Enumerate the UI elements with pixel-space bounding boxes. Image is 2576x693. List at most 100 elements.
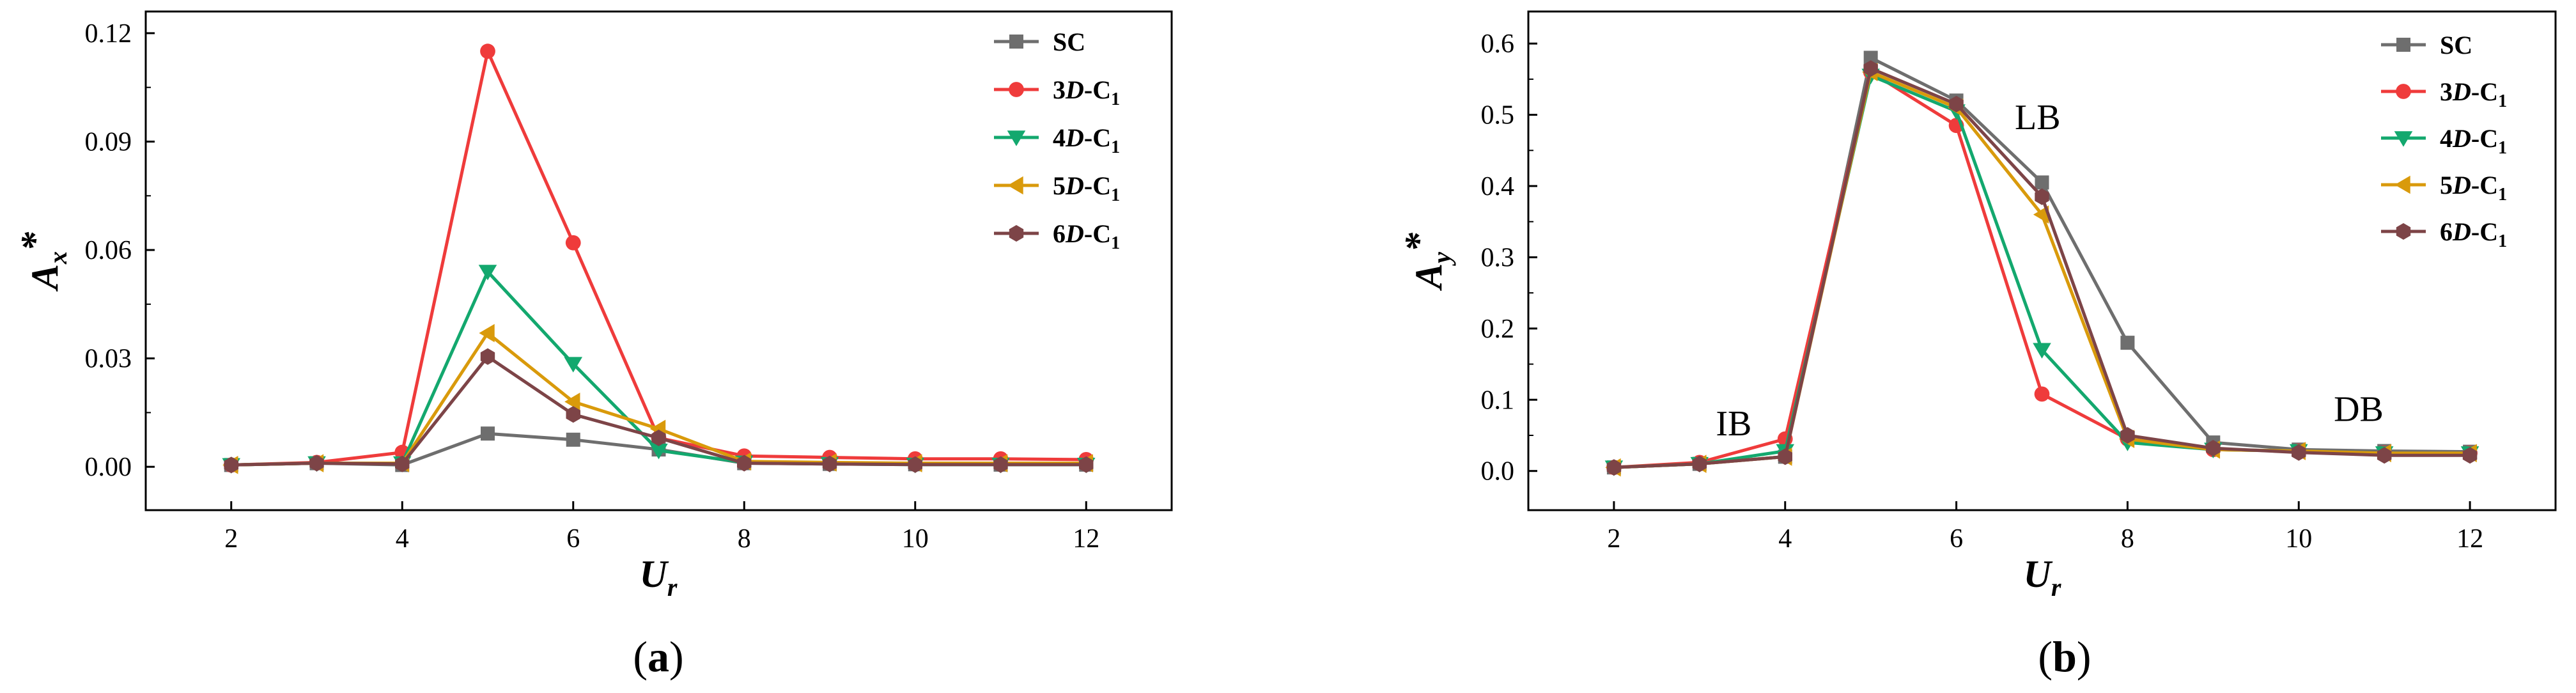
- series-3d-c1: [223, 43, 1094, 473]
- chart-panel-b: 2 4 6 8 10 12 0.0 0.1 0.2 0.3 0.4 0.5 0.6 Ur Ay* IB LB DB…: [1397, 10, 2557, 681]
- legend-marker: [1009, 82, 1024, 97]
- legend-label: 5D-C1: [2440, 171, 2507, 205]
- x-axis-label-sub: r: [2051, 573, 2061, 602]
- data-point: [564, 357, 583, 373]
- data-point: [481, 426, 495, 441]
- data-point: [1606, 459, 1622, 476]
- legend-marker: [1007, 130, 1026, 146]
- data-point: [651, 430, 666, 446]
- legend-label-suffix: -C: [1084, 219, 1111, 248]
- data-point: [2292, 444, 2306, 461]
- data-point: [649, 444, 668, 460]
- data-point: [2034, 386, 2050, 402]
- legend-label-prefix: 4: [2440, 124, 2453, 153]
- x-tick-label: 2: [224, 524, 238, 554]
- x-tick-label: 6: [566, 524, 580, 554]
- legend-label-italic: D: [1065, 123, 1084, 152]
- annotation-db: DB: [2334, 390, 2384, 430]
- data-point: [1863, 60, 1878, 77]
- legend-label-prefix: 6: [1053, 219, 1066, 248]
- data-point: [822, 455, 837, 472]
- y-tick-label: 0.09: [85, 127, 132, 157]
- legend-label: 6D-C1: [2440, 217, 2507, 251]
- x-tick-label: 10: [2285, 524, 2312, 554]
- panel-label-letter: b: [2052, 632, 2077, 681]
- legend-label-italic: D: [1065, 75, 1084, 104]
- data-point: [1778, 448, 1792, 465]
- panel-label-close: ): [669, 632, 684, 681]
- y-tick-label: 0.2: [1481, 315, 1515, 344]
- y-tick-label: 0.5: [1481, 101, 1515, 130]
- x-axis-label-main: U: [2024, 553, 2053, 595]
- legend-label-prefix: 6: [2440, 217, 2453, 246]
- data-point: [1863, 51, 1878, 65]
- y-tick-label: 0.6: [1481, 29, 1515, 59]
- data-point: [2033, 343, 2051, 359]
- legend-label-italic: D: [2452, 171, 2471, 199]
- y-axis-label: Ay*: [1397, 232, 1456, 292]
- data-point: [2377, 447, 2392, 464]
- legend-label: 3D-C1: [2440, 77, 2507, 111]
- legend-label-prefix: 4: [1053, 123, 1066, 152]
- legend-label-suffix: -C: [2471, 217, 2498, 246]
- chart-panel-a: 2 4 6 8 10 120.000.030.060.090.12UrAx*SC3D-C1…: [13, 10, 1173, 681]
- data-point: [564, 393, 580, 411]
- legend-label-prefix: 5: [2440, 171, 2453, 199]
- x-tick-label: 4: [396, 524, 409, 554]
- y-tick-label: 0.12: [85, 19, 132, 49]
- y-tick-label: 0.1: [1481, 385, 1515, 415]
- legend-label-suffix: SC: [1053, 27, 1085, 56]
- data-point: [2035, 175, 2049, 190]
- plot-frame: [144, 10, 1173, 511]
- x-axis-label: Ur: [640, 553, 678, 602]
- legend-label: SC: [2440, 31, 2472, 59]
- data-point: [1692, 455, 1707, 472]
- legend-label-sub: 1: [2498, 185, 2507, 205]
- legend-label: SC: [1053, 27, 1085, 56]
- x-tick-label: 8: [738, 524, 751, 554]
- data-point: [2033, 205, 2049, 224]
- y-axis-label: Ax*: [13, 231, 72, 292]
- legend-label-prefix: 5: [1053, 171, 1066, 200]
- legend-marker: [1007, 176, 1023, 195]
- y-axis-label-main: A: [1408, 263, 1450, 292]
- x-tick-label: 12: [1073, 524, 1099, 554]
- data-point: [480, 43, 495, 59]
- legend-label-suffix: -C: [1084, 171, 1111, 200]
- legend-label: 5D-C1: [1053, 171, 1120, 205]
- data-point: [908, 456, 922, 473]
- panel-label: (b): [2038, 632, 2091, 681]
- y-axis-label-main: A: [24, 264, 66, 292]
- y-tick-label: 0.03: [85, 345, 132, 374]
- y-tick-label: 0.4: [1481, 172, 1515, 201]
- data-point: [566, 432, 580, 447]
- legend-marker: [1009, 225, 1024, 242]
- data-point: [2462, 447, 2478, 464]
- legend-marker: [2394, 175, 2410, 194]
- legend-label-italic: D: [1065, 171, 1084, 200]
- x-axis-label: Ur: [2024, 553, 2061, 602]
- y-tick-label: 0.06: [85, 236, 132, 265]
- data-point: [2120, 427, 2135, 444]
- x-tick-label: 6: [1950, 524, 1963, 554]
- data-point: [224, 456, 238, 474]
- legend-label: 4D-C1: [2440, 124, 2507, 158]
- legend-label-suffix: -C: [2471, 124, 2498, 153]
- legend-label-italic: D: [2452, 77, 2471, 106]
- legend-label-sub: 1: [2498, 138, 2507, 158]
- data-point: [2120, 336, 2135, 350]
- data-point: [479, 323, 495, 343]
- legend-label-prefix: 3: [1053, 75, 1066, 104]
- data-point: [565, 235, 581, 251]
- legend-label-sub: 1: [2498, 231, 2507, 251]
- legend-label-suffix: -C: [2471, 77, 2498, 106]
- data-point: [737, 455, 752, 472]
- x-tick-label: 10: [902, 524, 929, 554]
- legend-marker: [2396, 223, 2411, 240]
- legend-label-italic: D: [2452, 124, 2471, 153]
- series-line: [231, 49, 1087, 467]
- legend-label-sub: 1: [1111, 90, 1120, 109]
